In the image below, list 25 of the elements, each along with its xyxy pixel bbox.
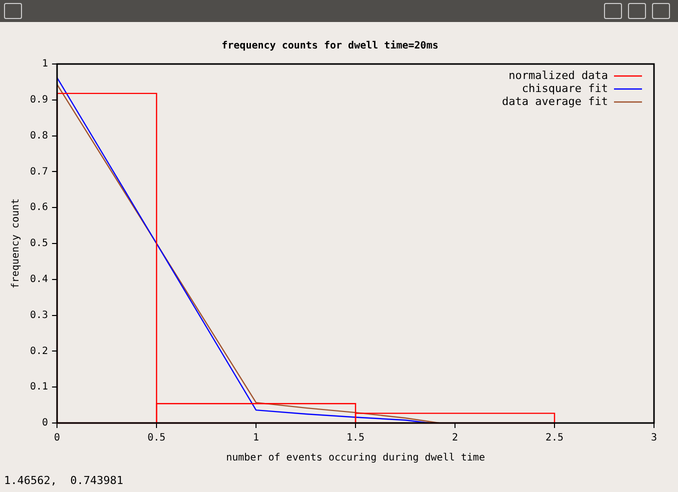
legend-label: normalized data: [508, 68, 608, 82]
y-tick-label: 0.5: [30, 238, 48, 250]
y-tick-label: 0.1: [30, 382, 48, 393]
y-tick-label: 0.3: [30, 310, 48, 321]
x-axis-title: number of events occuring during dwell time: [226, 452, 485, 464]
legend-label: chisquare fit: [522, 82, 608, 95]
x-tick-label: 3: [650, 432, 658, 444]
y-tick-label: 0.4: [30, 274, 48, 285]
text: 1.46562, 0.743981: [4, 474, 124, 487]
chart-title: frequency counts for dwell time=20ms: [222, 40, 438, 52]
y-axis-title: frequency count: [10, 198, 22, 289]
y-tick-label: 0.8: [30, 130, 48, 142]
x-tick-label: 1: [253, 432, 260, 444]
x-tick-label: 0.5: [148, 432, 166, 444]
x-tick-label: 0: [54, 432, 60, 444]
x-tick-label: 1.5: [346, 432, 365, 444]
y-tick-label: 0.7: [30, 166, 48, 178]
legend-label: data average fit: [502, 94, 608, 108]
y-tick-label: 0.9: [30, 94, 48, 106]
y-tick-label: 0.2: [30, 346, 48, 357]
x-tick-label: 2: [452, 432, 458, 444]
y-tick-label: 0.6: [30, 202, 48, 214]
x-tick-label: 2.5: [545, 432, 564, 444]
y-tick-label: 0: [42, 418, 48, 429]
y-tick-label: 1: [42, 58, 48, 70]
